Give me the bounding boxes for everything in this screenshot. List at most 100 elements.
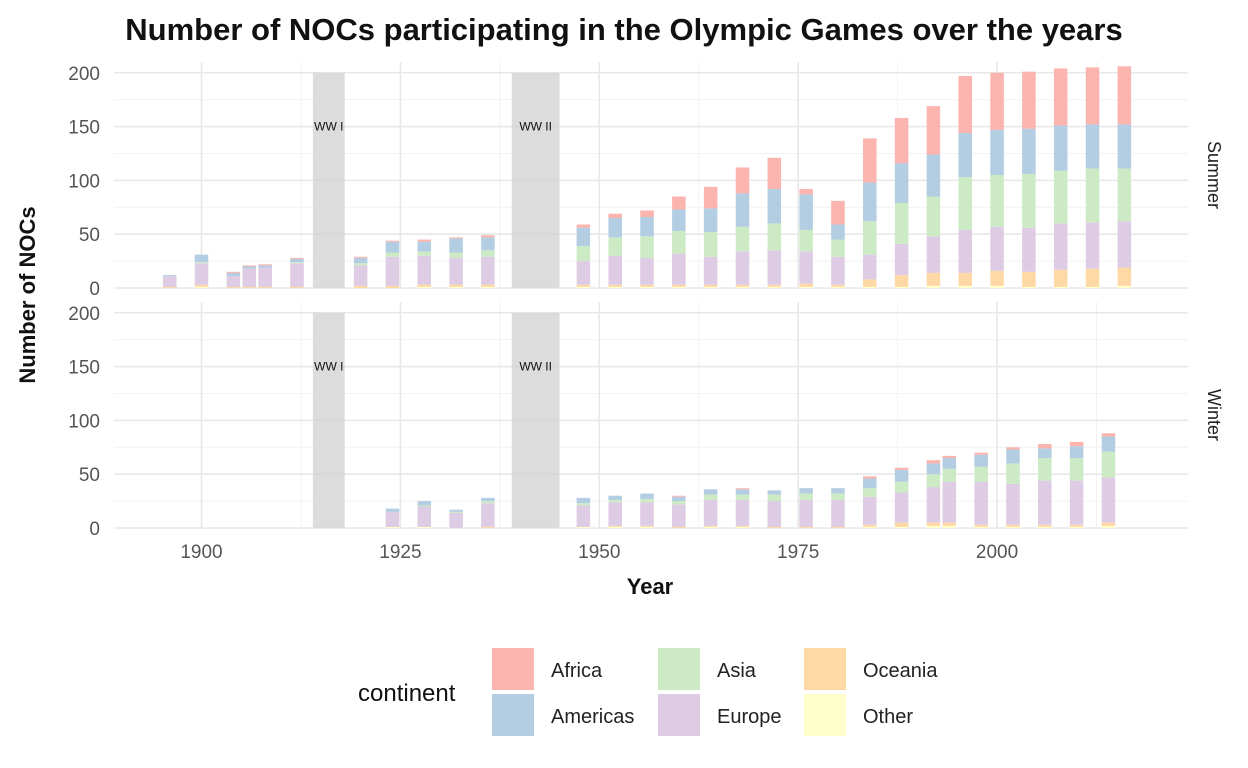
bar-winter-1952-oceania: [608, 525, 622, 527]
y-tick-label: 0: [89, 519, 100, 540]
bar-summer-2012-americas: [1085, 124, 1100, 169]
bar-summer-2016-africa: [1117, 66, 1132, 125]
bar-winter-2006-americas: [1038, 448, 1052, 459]
bar-summer-1964-europe: [703, 256, 718, 285]
legend-swatch-africa: [492, 648, 534, 690]
bar-winter-2010-americas: [1069, 446, 1084, 459]
y-axis-title: Number of NOCs: [15, 206, 40, 383]
bar-summer-1988-asia: [894, 202, 909, 244]
war-shade-ww-ii: [511, 72, 560, 288]
bar-winter-1936-asia: [481, 501, 495, 504]
bar-summer-1900-other: [194, 286, 209, 288]
bar-winter-2014-europe: [1101, 477, 1116, 523]
bar-winter-2002-other: [1006, 526, 1020, 528]
bar-winter-2014-africa: [1101, 433, 1116, 437]
bar-winter-1964-americas: [703, 489, 718, 495]
bar-summer-2004-other: [1022, 286, 1036, 288]
bar-winter-1964-europe: [703, 500, 718, 526]
legend-swatch-asia: [658, 648, 700, 690]
bar-summer-1932-asia: [449, 252, 463, 258]
bar-winter-1936-europe: [481, 503, 495, 527]
bar-winter-2006-europe: [1038, 480, 1052, 525]
bar-winter-1972-oceania: [767, 526, 782, 528]
facet-strip-summer: Summer: [1204, 141, 1224, 209]
bar-winter-1972-europe: [767, 501, 782, 527]
bar-winter-1992-americas: [926, 463, 941, 475]
bar-winter-1964-asia: [703, 494, 718, 501]
bar-summer-1976-other: [799, 286, 813, 288]
bar-summer-1972-europe: [767, 250, 782, 285]
bar-summer-1996-europe: [958, 229, 973, 273]
bar-summer-1924-asia: [385, 252, 400, 257]
bar-winter-1998-europe: [974, 481, 988, 525]
bar-summer-1988-other: [894, 286, 909, 288]
bar-summer-1952-europe: [608, 255, 622, 285]
panel-summer: 0 50 100 150 200 WW I WW II Summer: [68, 62, 1224, 300]
bar-winter-1968-other: [735, 526, 750, 528]
bar-summer-1960-asia: [672, 230, 686, 254]
x-tick-label: 1925: [379, 542, 421, 563]
bar-summer-1960-africa: [672, 196, 686, 210]
bar-winter-1928-americas: [417, 501, 432, 506]
bar-winter-1998-americas: [974, 454, 988, 467]
bar-winter-1968-asia: [735, 494, 750, 501]
legend-title: continent: [358, 680, 456, 707]
bar-summer-1920-asia: [353, 263, 368, 266]
bar-winter-1994-africa: [942, 455, 957, 459]
bar-winter-1988-oceania: [894, 522, 909, 527]
bar-summer-1976-oceania: [799, 283, 813, 287]
bar-summer-1956-africa: [640, 210, 654, 217]
bar-summer-1964-asia: [703, 232, 718, 257]
bar-summer-1896-oceania: [162, 286, 177, 288]
bar-winter-1984-europe: [863, 496, 877, 525]
bar-summer-1984-other: [863, 286, 877, 288]
bar-summer-1908-americas: [258, 265, 272, 268]
bar-winter-2010-other: [1069, 526, 1084, 528]
bar-winter-1992-oceania: [926, 522, 941, 526]
bar-winter-2002-africa: [1006, 447, 1020, 450]
legend-swatch-americas: [492, 694, 534, 736]
bar-winter-1956-americas: [640, 493, 654, 499]
bar-winter-2002-europe: [1006, 483, 1020, 525]
legend-swatch-oceania: [804, 648, 846, 690]
bar-summer-1984-africa: [863, 138, 877, 183]
bar-winter-1994-asia: [942, 468, 957, 482]
bar-winter-1992-europe: [926, 487, 941, 523]
bar-summer-1968-americas: [735, 193, 750, 227]
bar-winter-1998-other: [974, 526, 988, 528]
bar-winter-2014-oceania: [1101, 522, 1116, 526]
bar-winter-1980-oceania: [831, 526, 845, 528]
bar-summer-1900-oceania: [194, 284, 209, 287]
bar-summer-1936-other: [481, 286, 495, 288]
bar-summer-1952-americas: [608, 218, 622, 238]
bar-summer-1924-americas: [385, 241, 400, 253]
bar-winter-1980-asia: [831, 493, 845, 501]
bar-summer-1912-europe: [290, 263, 304, 287]
bar-summer-1984-asia: [863, 221, 877, 255]
bar-summer-2012-other: [1085, 286, 1100, 288]
bar-summer-1912-americas: [290, 258, 304, 263]
bar-summer-1896-americas: [162, 275, 177, 277]
bar-summer-1976-asia: [799, 229, 813, 252]
bar-winter-1994-oceania: [942, 522, 957, 526]
bar-summer-1980-other: [831, 286, 845, 288]
bar-summer-1948-oceania: [576, 284, 591, 287]
bar-summer-1932-europe: [449, 257, 463, 285]
bar-winter-2014-other: [1101, 525, 1116, 528]
bar-summer-1924-africa: [385, 240, 400, 242]
bar-winter-1968-americas: [735, 489, 750, 495]
bar-winter-1936-oceania: [481, 526, 495, 528]
legend-label-americas: Americas: [551, 706, 634, 728]
bar-summer-1972-americas: [767, 188, 782, 224]
war-label-ww-i: WW I: [314, 360, 343, 374]
bar-summer-1956-oceania: [640, 284, 654, 287]
bar-summer-1924-europe: [385, 256, 400, 286]
legend-label-europe: Europe: [717, 706, 782, 728]
bar-winter-1984-africa: [863, 476, 877, 479]
bar-summer-1896-europe: [162, 276, 177, 287]
y-tick-label: 200: [68, 304, 100, 325]
bar-summer-2012-oceania: [1085, 268, 1100, 287]
bar-winter-1988-americas: [894, 469, 909, 482]
facet-strip-winter: Winter: [1204, 389, 1224, 441]
bar-summer-1980-asia: [831, 239, 845, 257]
